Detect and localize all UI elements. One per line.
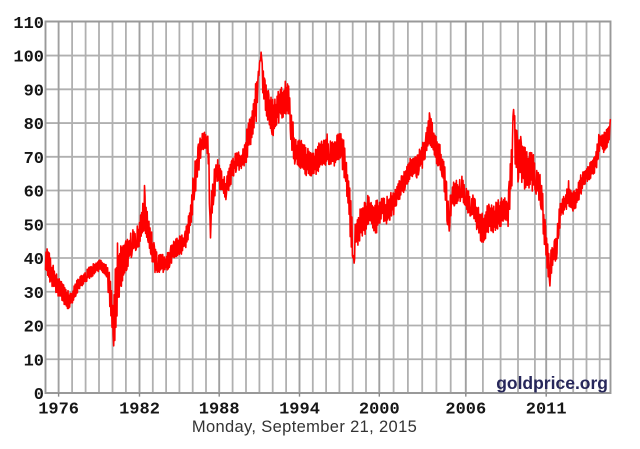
svg-text:Monday, September 21, 2015: Monday, September 21, 2015 (192, 418, 417, 436)
svg-text:110: 110 (13, 15, 44, 34)
svg-text:80: 80 (24, 116, 44, 135)
svg-text:20: 20 (24, 319, 44, 338)
svg-text:40: 40 (24, 251, 44, 270)
svg-text:1994: 1994 (279, 400, 320, 419)
svg-text:2006: 2006 (445, 400, 486, 419)
svg-text:70: 70 (24, 150, 44, 169)
svg-text:30: 30 (24, 285, 44, 304)
svg-text:1982: 1982 (119, 400, 160, 419)
svg-text:100: 100 (13, 49, 44, 68)
svg-text:0: 0 (34, 386, 44, 405)
svg-text:1988: 1988 (199, 400, 240, 419)
svg-text:2000: 2000 (359, 400, 400, 419)
svg-text:50: 50 (24, 217, 44, 236)
svg-text:10: 10 (24, 352, 44, 371)
svg-text:60: 60 (24, 184, 44, 203)
svg-text:1976: 1976 (38, 400, 79, 419)
svg-text:2011: 2011 (526, 400, 567, 419)
svg-text:90: 90 (24, 82, 44, 101)
svg-text:goldprice.org: goldprice.org (496, 373, 608, 393)
